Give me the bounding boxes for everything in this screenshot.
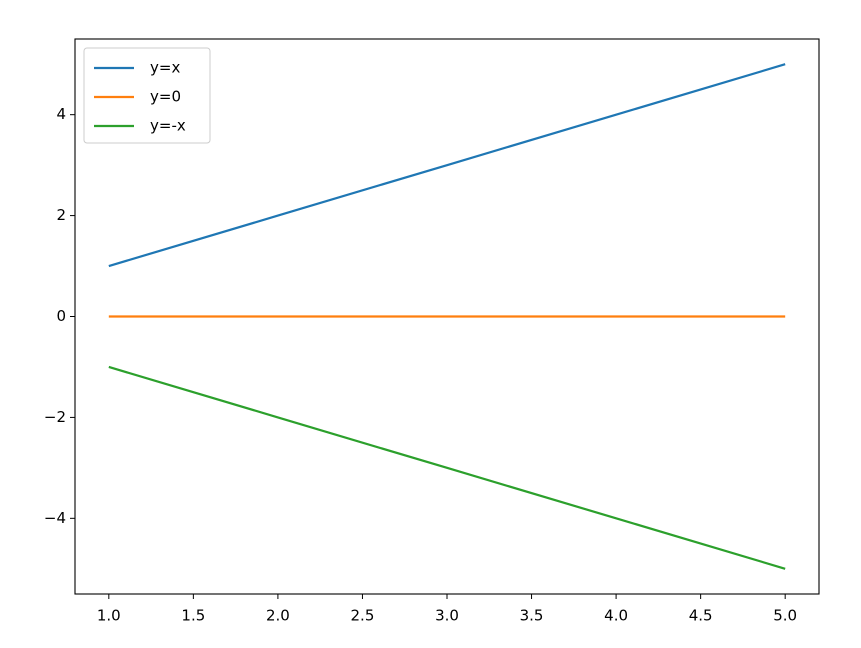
y-tick-label: 4 [56, 105, 66, 123]
x-tick-label: 4.0 [604, 607, 628, 625]
x-tick-label: 3.0 [435, 607, 459, 625]
line-series [108, 365, 786, 570]
x-tick-label: 1.5 [181, 607, 205, 625]
x-tick-label: 1.0 [97, 607, 121, 625]
x-tick-label: 5.0 [773, 607, 797, 625]
legend-box [83, 47, 211, 144]
x-tick-label: 4.5 [689, 607, 713, 625]
x-tick-label: 3.5 [520, 607, 544, 625]
line-series [108, 63, 786, 268]
y-tick-label: 0 [56, 307, 66, 325]
y-tick-label: −2 [44, 408, 66, 426]
legend-label: y=0 [150, 88, 181, 106]
plot-frame [74, 38, 820, 595]
x-tick-label: 2.0 [266, 607, 290, 625]
legend-label: y=x [150, 59, 180, 77]
y-tick-label: 2 [56, 206, 66, 224]
y-tick-label: −4 [44, 509, 66, 527]
x-tick-label: 2.5 [351, 607, 375, 625]
legend-label: y=-x [150, 117, 186, 135]
